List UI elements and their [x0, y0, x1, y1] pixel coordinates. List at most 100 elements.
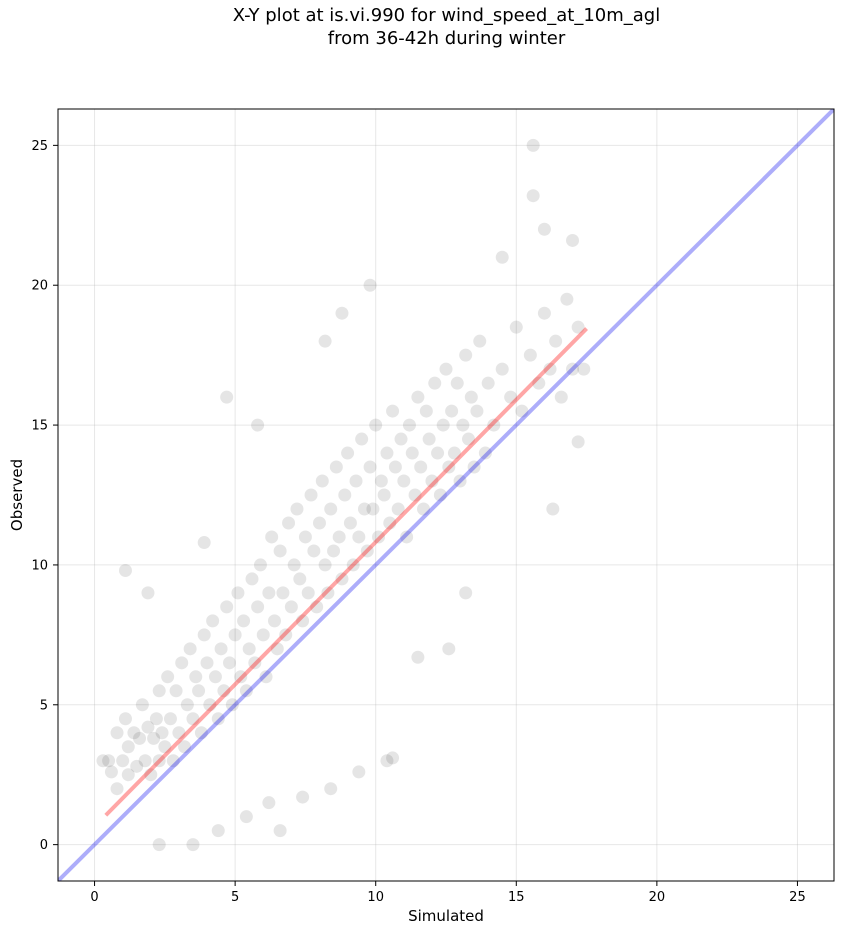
data-point	[363, 460, 377, 474]
data-point	[380, 446, 394, 460]
data-point	[273, 824, 287, 838]
data-point	[130, 759, 144, 773]
data-point	[341, 446, 355, 460]
data-point	[304, 488, 318, 502]
data-point	[310, 600, 324, 614]
data-point	[163, 712, 177, 726]
data-point	[436, 418, 450, 432]
data-point	[388, 460, 402, 474]
data-point	[189, 670, 203, 684]
data-point	[223, 656, 237, 670]
data-point	[312, 516, 326, 530]
x-tick-label: 0	[90, 890, 98, 905]
data-point	[282, 516, 296, 530]
data-point	[197, 628, 211, 642]
data-point	[526, 189, 540, 203]
data-point	[287, 558, 301, 572]
data-point	[338, 488, 352, 502]
data-point	[141, 586, 155, 600]
data-point	[386, 751, 400, 765]
data-point	[138, 754, 152, 768]
data-point	[172, 726, 186, 740]
data-point	[149, 712, 163, 726]
data-point	[478, 446, 492, 460]
data-point	[411, 390, 425, 404]
data-point	[543, 362, 557, 376]
data-point	[211, 712, 225, 726]
data-point	[324, 782, 338, 796]
data-point	[397, 474, 411, 488]
data-point	[220, 390, 234, 404]
data-point	[459, 348, 473, 362]
chart-subtitle: from 36-42h during winter	[327, 28, 566, 49]
data-point	[267, 614, 281, 628]
data-point	[417, 502, 431, 516]
data-point	[276, 586, 290, 600]
data-point	[414, 460, 428, 474]
data-point	[577, 362, 591, 376]
data-point	[175, 656, 189, 670]
data-point	[220, 600, 234, 614]
data-point	[116, 754, 130, 768]
data-point	[152, 754, 166, 768]
data-point	[102, 754, 116, 768]
data-point	[262, 796, 276, 810]
x-axis-label: Simulated	[408, 907, 484, 925]
data-point	[355, 432, 369, 446]
data-point	[253, 558, 267, 572]
data-point	[178, 740, 192, 754]
data-point	[366, 502, 380, 516]
data-point	[228, 628, 242, 642]
fit-lines	[58, 109, 834, 881]
data-point	[152, 838, 166, 852]
data-point	[262, 586, 276, 600]
data-point	[571, 435, 585, 449]
data-point	[504, 390, 518, 404]
data-point	[363, 278, 377, 292]
data-point	[110, 726, 124, 740]
data-point	[442, 460, 456, 474]
data-point	[169, 684, 183, 698]
data-point	[225, 698, 239, 712]
data-point	[118, 564, 132, 578]
data-point	[118, 712, 132, 726]
data-point	[571, 320, 585, 334]
data-point	[473, 334, 487, 348]
y-tick-label: 5	[40, 698, 48, 713]
data-point	[147, 731, 161, 745]
x-tick-label: 10	[367, 890, 384, 905]
data-point	[296, 614, 310, 628]
data-point	[217, 684, 231, 698]
data-point	[335, 572, 349, 586]
data-point	[360, 544, 374, 558]
data-point	[346, 558, 360, 572]
data-point	[352, 530, 366, 544]
data-point	[369, 418, 383, 432]
data-point	[158, 740, 172, 754]
data-point	[549, 334, 563, 348]
data-point	[391, 502, 405, 516]
y-tick-label: 0	[40, 838, 48, 853]
data-point	[237, 614, 251, 628]
data-point	[343, 516, 357, 530]
data-point	[453, 474, 467, 488]
data-point	[251, 600, 265, 614]
data-point	[284, 600, 298, 614]
data-point	[422, 432, 436, 446]
data-point	[402, 418, 416, 432]
data-point	[141, 720, 155, 734]
data-point	[186, 838, 200, 852]
data-point	[248, 656, 262, 670]
data-point	[456, 418, 470, 432]
data-point	[296, 790, 310, 804]
y-tick-label: 25	[31, 139, 48, 154]
data-point	[467, 460, 481, 474]
data-point	[377, 488, 391, 502]
x-axis-ticks: 0 5 10 15 20 25	[90, 881, 806, 905]
data-point	[298, 530, 312, 544]
y-axis-label: Observed	[8, 459, 26, 531]
data-point	[161, 670, 175, 684]
data-point	[197, 536, 211, 550]
data-point	[259, 670, 273, 684]
data-point	[487, 418, 501, 432]
